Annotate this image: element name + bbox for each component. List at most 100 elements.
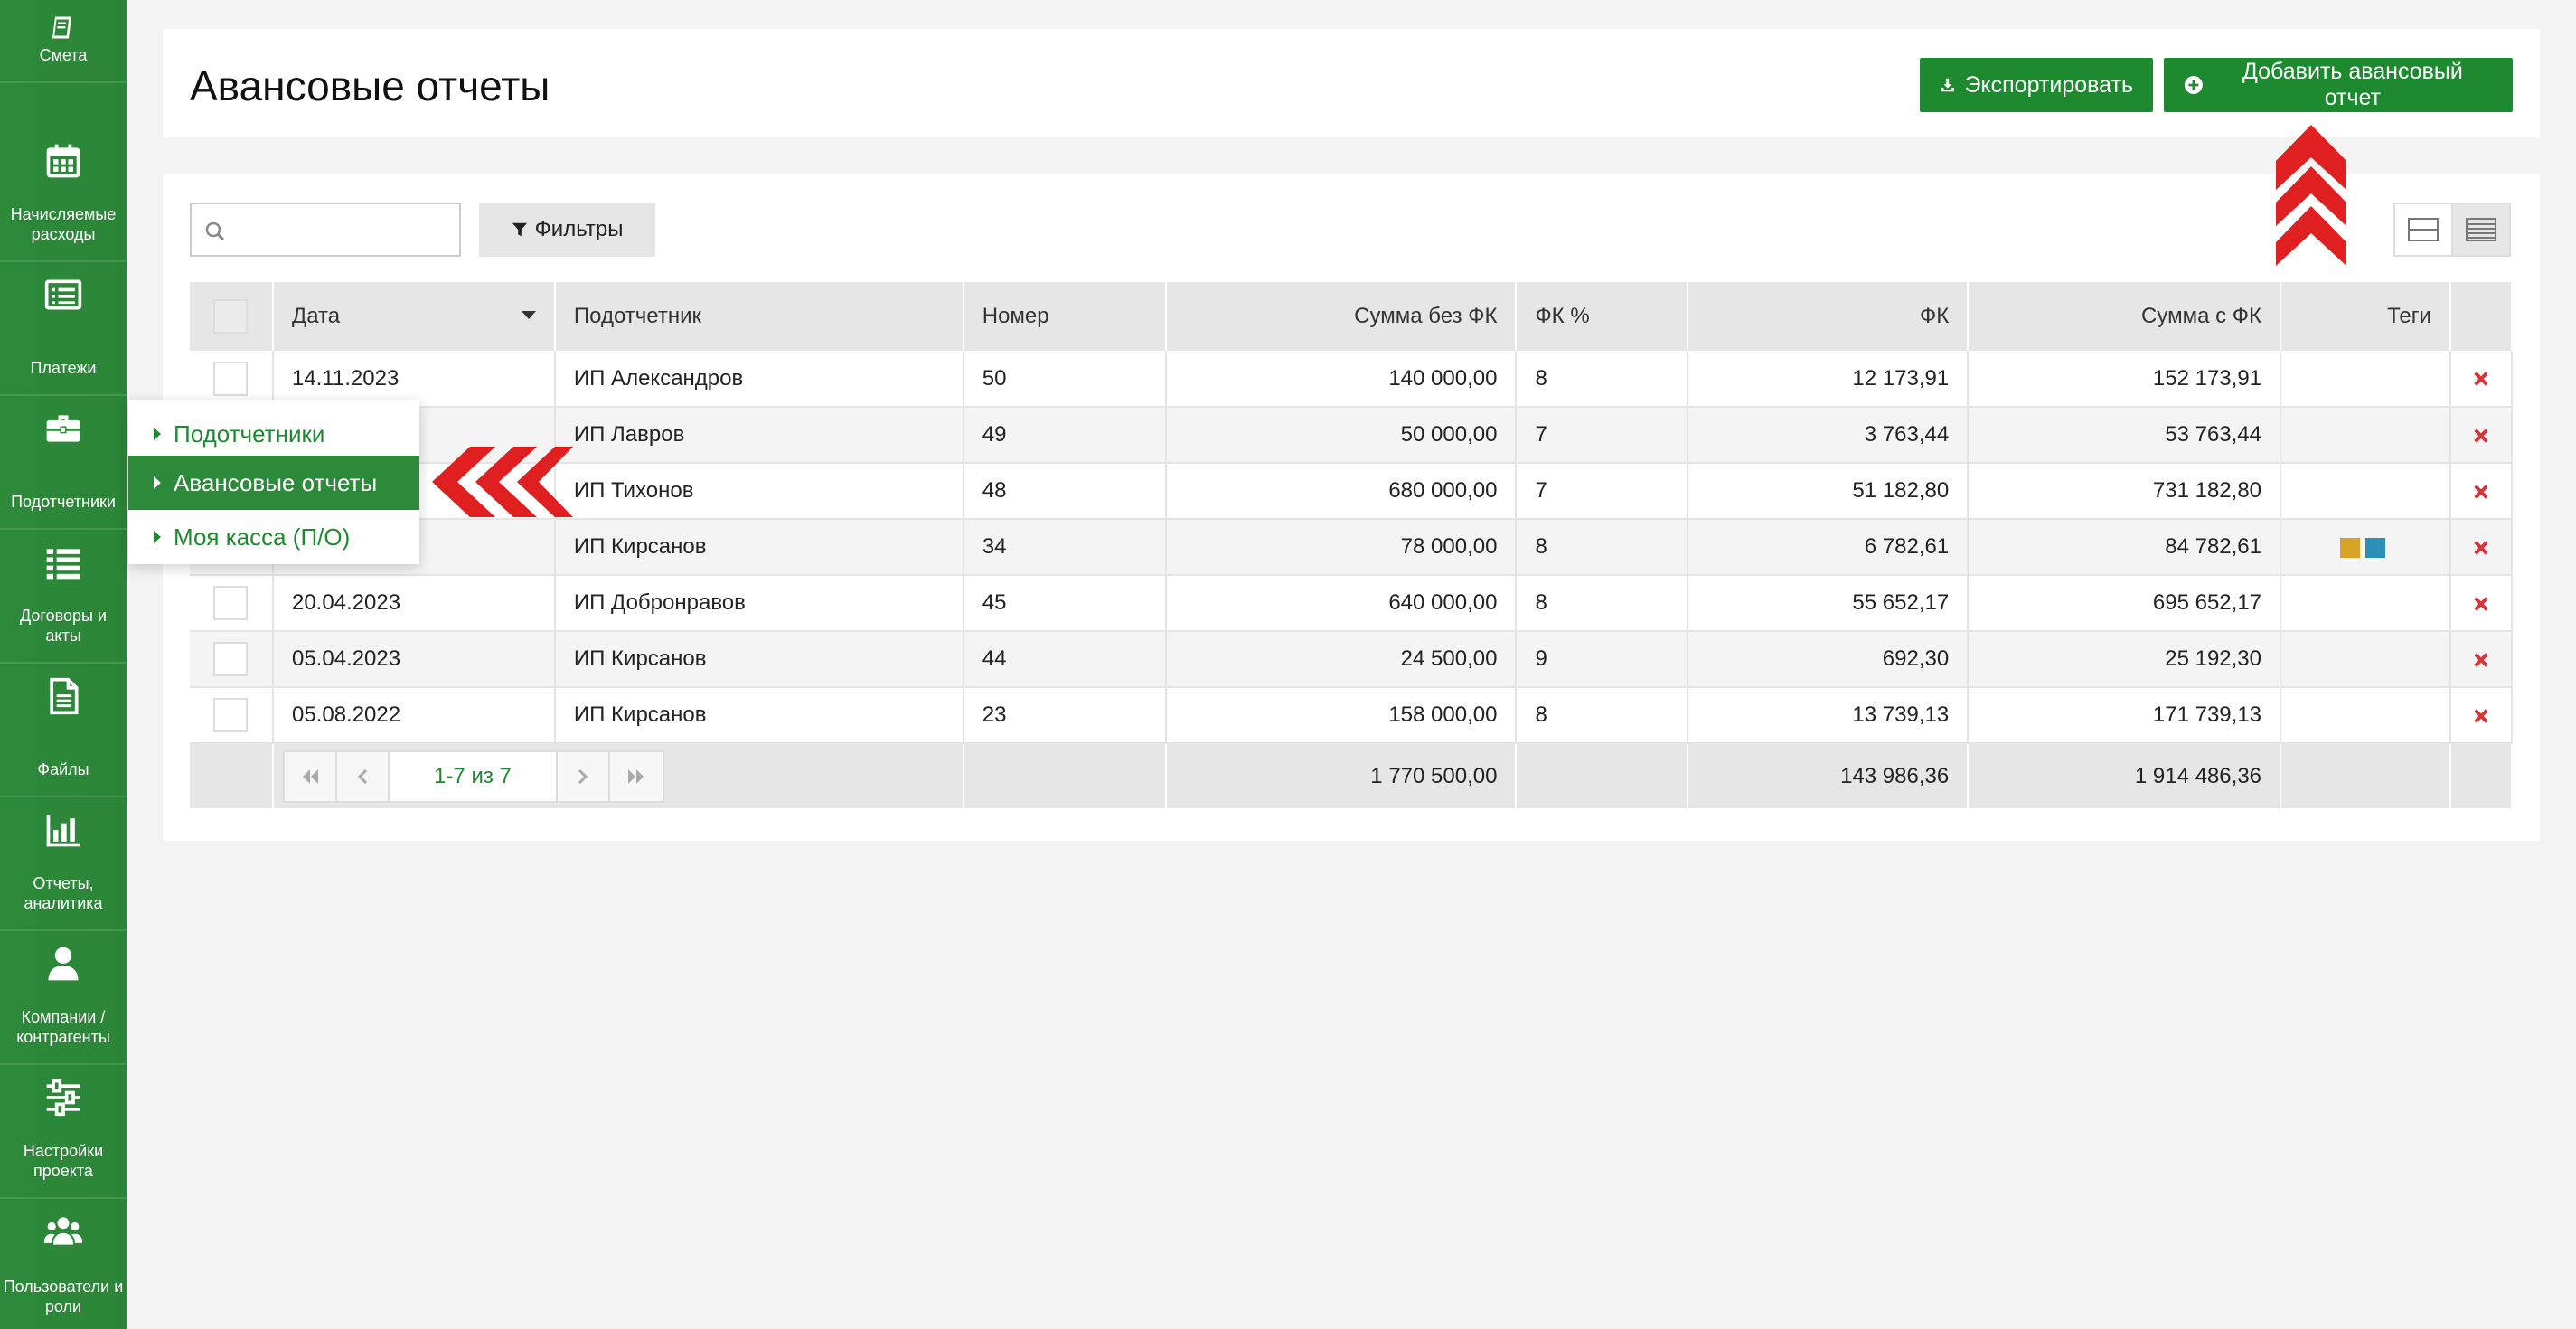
plus-circle-icon: [2184, 76, 2203, 94]
cell-person: ИП Кирсанов: [554, 519, 964, 575]
submenu-item-cash-desk[interactable]: Моя касса (П/О): [128, 510, 419, 564]
user-icon: [48, 947, 79, 981]
cell-tags: [2280, 519, 2451, 575]
cell-sum-fk: 731 182,80: [1968, 463, 2282, 519]
sidebar-item-accountables[interactable]: Подотчетники: [0, 396, 127, 530]
sidebar-item-label: Начисляемые расходы: [10, 205, 117, 243]
view-compact-toggle[interactable]: [2393, 203, 2453, 257]
column-date[interactable]: Дата: [272, 282, 556, 351]
column-sum-no-fk[interactable]: Сумма без ФК: [1165, 282, 1518, 351]
cell-tags: [2280, 631, 2451, 687]
sidebar-item-settings[interactable]: Настройки проекта: [0, 1065, 127, 1199]
page-title: Авансовые отчеты: [190, 62, 550, 109]
file-icon: [50, 677, 79, 715]
sidebar-item-estimate[interactable]: Смета: [0, 0, 127, 83]
sidebar-item-users[interactable]: Пользователи и роли: [0, 1199, 127, 1329]
tag-chip[interactable]: [2364, 537, 2385, 558]
cell-tags: [2280, 687, 2451, 743]
cell-sum-fk: 695 652,17: [1968, 575, 2282, 631]
row-checkbox[interactable]: [213, 698, 249, 732]
cell-sum-fk: 53 763,44: [1968, 407, 2282, 463]
cell-sum-fk: 84 782,61: [1968, 519, 2282, 575]
total-sum-fk: 1 914 486,36: [1968, 743, 2282, 808]
cell-person: ИП Лавров: [554, 407, 964, 463]
submenu-item-accountables[interactable]: Подотчетники: [128, 407, 419, 461]
total-sum-no-fk: 1 770 500,00: [1165, 743, 1518, 808]
column-person[interactable]: Подотчетник: [554, 282, 964, 351]
delete-icon[interactable]: [2471, 426, 2491, 446]
column-label: Сумма с ФК: [2141, 304, 2262, 328]
pager-cell: 1-7 из 7: [272, 743, 964, 808]
cell-sum-no-fk: 640 000,00: [1165, 575, 1518, 631]
column-label: ФК: [1919, 304, 1950, 328]
cell-fk-percent: 9: [1516, 631, 1689, 687]
delete-icon[interactable]: [2471, 538, 2491, 558]
sidebar: Смета Начисляемые расходы Платежи Подотч…: [0, 0, 127, 1329]
add-advance-report-button[interactable]: Добавить авансовый отчет: [2164, 58, 2513, 112]
sidebar-item-label: Отчеты, аналитика: [24, 874, 103, 912]
cell-sum-no-fk: 158 000,00: [1165, 687, 1518, 743]
delete-icon[interactable]: [2471, 594, 2491, 614]
column-number[interactable]: Номер: [963, 282, 1167, 351]
cell-fk-percent: 7: [1516, 407, 1689, 463]
delete-icon[interactable]: [2471, 482, 2491, 502]
table-header-row: Дата Подотчетник Номер Сумма без ФК ФК %…: [190, 282, 2514, 351]
sidebar-item-label: Подотчетники: [11, 493, 116, 511]
cell-fk: 13 739,13: [1688, 687, 1970, 743]
column-sum-fk[interactable]: Сумма с ФК: [1968, 282, 2282, 351]
table-row[interactable]: 14.11.2023 ИП Александров 50 140 000,00 8 12 …: [190, 351, 2514, 407]
cell-number: 49: [963, 407, 1167, 463]
column-fk[interactable]: ФК: [1688, 282, 1970, 351]
submenu-item-advance-reports[interactable]: Авансовые отчеты: [128, 456, 419, 510]
delete-icon[interactable]: [2471, 706, 2491, 726]
delete-icon[interactable]: [2471, 650, 2491, 670]
sidebar-item-companies[interactable]: Компании / контрагенты: [0, 931, 127, 1065]
totals-cell-empty: [2280, 743, 2451, 808]
table-row[interactable]: 05.04.2023 ИП Кирсанов 44 24 500,00 9 692,30 2…: [190, 631, 2514, 687]
rows-view-icon: [2408, 218, 2439, 241]
row-checkbox[interactable]: [213, 642, 249, 676]
cell-actions: [2449, 407, 2514, 463]
tag-chip[interactable]: [2339, 537, 2360, 558]
sidebar-item-accrued-expenses[interactable]: Начисляемые расходы: [0, 128, 127, 262]
row-checkbox[interactable]: [213, 586, 249, 620]
search-box[interactable]: [190, 203, 461, 257]
next-page-button[interactable]: [558, 751, 610, 801]
first-page-button[interactable]: [285, 751, 337, 801]
cell-fk-percent: 7: [1516, 463, 1689, 519]
table-row[interactable]: 20.04.2023 ИП Добронравов 45 640 000,00 8 55 …: [190, 575, 2514, 631]
column-label: Номер: [982, 304, 1049, 328]
sidebar-item-payments[interactable]: Платежи: [0, 262, 127, 396]
column-fk-percent[interactable]: ФК %: [1516, 282, 1689, 351]
cell-sum-no-fk: 140 000,00: [1165, 351, 1518, 407]
row-checkbox[interactable]: [213, 361, 249, 396]
cell-date: 05.04.2023: [272, 631, 556, 687]
sidebar-item-label: Смета: [39, 46, 88, 64]
filter-icon: [512, 222, 527, 237]
cell-person: ИП Кирсанов: [554, 687, 964, 743]
select-all-checkbox[interactable]: [213, 299, 249, 334]
cell-tags: [2280, 407, 2451, 463]
sidebar-item-files[interactable]: Файлы: [0, 664, 127, 797]
table-row[interactable]: 05.08.2022 ИП Кирсанов 23 158 000,00 8 13 739…: [190, 687, 2514, 743]
cell-actions: [2449, 575, 2514, 631]
list-icon: [46, 549, 80, 580]
table-row[interactable]: ИП Кирсанов 34 78 000,00 8 6 782,61 84 782,61: [190, 519, 2514, 575]
prev-page-button[interactable]: [337, 751, 390, 801]
sidebar-item-contracts[interactable]: Договоры и акты: [0, 530, 127, 664]
table-totals-row: 1-7 из 7 1 770 500,00 143 986,36 1 914 4…: [190, 743, 2514, 808]
delete-icon[interactable]: [2471, 369, 2491, 389]
column-tags[interactable]: Теги: [2280, 282, 2451, 351]
view-dense-toggle[interactable]: [2451, 203, 2511, 257]
page-info: 1-7 из 7: [389, 751, 558, 801]
sidebar-item-reports[interactable]: Отчеты, аналитика: [0, 797, 127, 931]
search-input[interactable]: [231, 208, 454, 251]
select-cell: [190, 575, 274, 631]
chevron-left-icon: [357, 768, 368, 784]
book-icon: [52, 16, 71, 39]
filters-button[interactable]: Фильтры: [479, 203, 655, 257]
cell-fk: 55 652,17: [1688, 575, 1970, 631]
export-button[interactable]: Экспортировать: [1920, 58, 2153, 112]
last-page-button[interactable]: [610, 752, 663, 801]
column-label: ФК %: [1535, 304, 1590, 328]
